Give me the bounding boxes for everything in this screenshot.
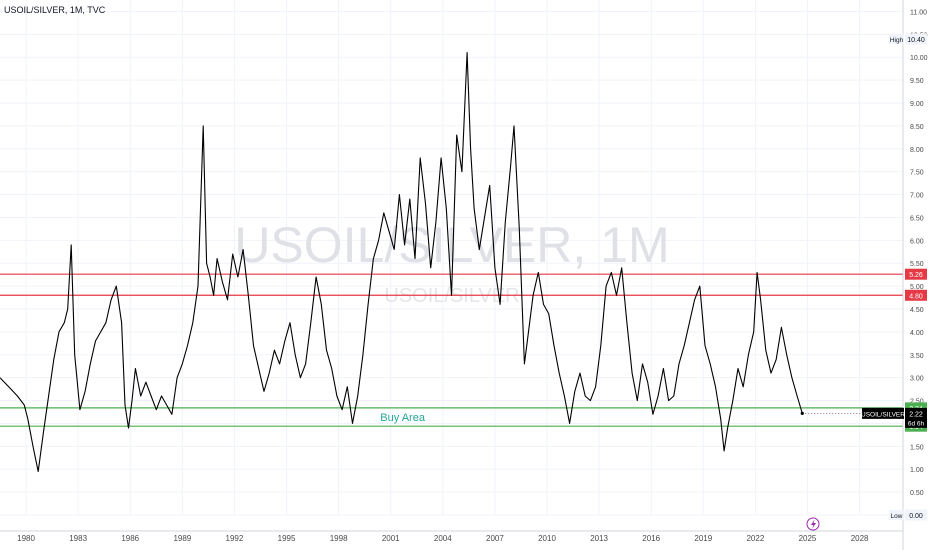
y-tick-label: 5.50 — [910, 261, 924, 268]
high-value-bg — [905, 33, 927, 45]
y-tick-label: 11.00 — [910, 9, 927, 16]
x-tick-label: 1989 — [173, 534, 191, 543]
y-tick-label: 1.50 — [910, 444, 924, 451]
x-tick-label: 2001 — [382, 534, 400, 543]
y-tick-label: 3.50 — [910, 353, 924, 360]
y-tick-label: 6.50 — [910, 215, 924, 222]
x-tick-label: 1995 — [278, 534, 296, 543]
symbol-header[interactable]: USOIL/SILVER, 1M, TVC — [4, 5, 106, 15]
resistance-lower-tag-label: 4.80 — [909, 293, 923, 300]
lightning-icon[interactable] — [806, 517, 820, 531]
series-layer — [0, 52, 903, 473]
x-tick-label: 2007 — [486, 534, 504, 543]
y-tick-label: 2.50 — [910, 399, 924, 406]
x-tick-label: 2004 — [434, 534, 452, 543]
x-tick-label: 2019 — [694, 534, 712, 543]
price-line[interactable] — [0, 52, 803, 473]
high-tag-bg — [889, 33, 904, 44]
x-tick-label: 2016 — [642, 534, 660, 543]
y-tick-label: 9.50 — [910, 78, 924, 85]
x-tick-label: 2022 — [746, 534, 764, 543]
grid — [0, 0, 903, 516]
x-tick-label: 1986 — [121, 534, 139, 543]
high-value: 10.40 — [907, 37, 925, 44]
x-tick-label: 1980 — [17, 534, 35, 543]
y-tick-label: 6.00 — [910, 238, 924, 245]
watermark-subtitle: USOIL/SILVER — [384, 285, 519, 307]
resistance-upper-tag — [905, 268, 927, 280]
y-tick-label: 7.50 — [910, 170, 924, 177]
last-symbol: USOIL/SILVER — [861, 411, 905, 418]
y-tick-label: 0.50 — [910, 490, 924, 497]
x-tick-label: 2010 — [538, 534, 556, 543]
y-tick-label: 8.00 — [910, 147, 924, 154]
x-tick-label: 2028 — [851, 534, 869, 543]
x-tick-label: 2025 — [799, 534, 817, 543]
low-value-bg — [905, 509, 927, 521]
y-tick-label: 1.00 — [910, 467, 924, 474]
last-value-badge — [905, 407, 927, 428]
resistance-lower-tag — [905, 289, 927, 301]
y-tick-label: 4.00 — [910, 330, 924, 337]
x-tick-label: 1992 — [226, 534, 244, 543]
bar-countdown: 6d 6h — [908, 420, 925, 427]
y-tick-label: 5.00 — [910, 284, 924, 291]
horizontal-levels — [0, 273, 903, 427]
resistance-upper-tag-label: 5.26 — [909, 272, 923, 279]
x-tick-label: 2013 — [590, 534, 608, 543]
price-tags: 5.264.802.341.94High10.40Low0.00USOIL/SI… — [861, 33, 927, 521]
y-tick-label: 8.50 — [910, 124, 924, 131]
last-symbol-badge — [862, 407, 904, 419]
high-tag: High — [890, 37, 904, 44]
y-tick-label: 3.00 — [910, 376, 924, 383]
y-tick-label: 7.00 — [910, 193, 924, 200]
x-axis: 1980 1983 1986 1989 1992 1995 1998 2001 2004 2007… — [0, 530, 903, 543]
y-tick-label: 10.00 — [910, 55, 928, 62]
x-tick-label: 1998 — [330, 534, 348, 543]
low-tag: Low — [891, 513, 903, 520]
last-value: 2.22 — [909, 411, 923, 418]
low-tag-bg — [889, 510, 904, 520]
buy-area-label: Buy Area — [380, 412, 426, 424]
y-tick-label: 4.50 — [910, 307, 924, 314]
x-tick-label: 1983 — [69, 534, 87, 543]
y-tick-label: 9.00 — [910, 101, 924, 108]
low-value: 0.00 — [909, 513, 923, 520]
